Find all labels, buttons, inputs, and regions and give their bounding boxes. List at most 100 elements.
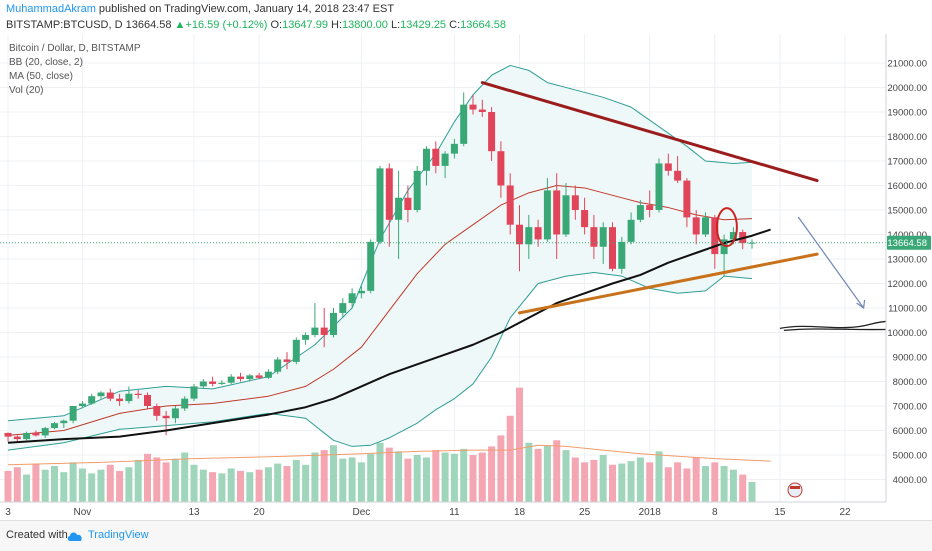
tradingview-brand-link[interactable]: TradingView: [88, 529, 149, 541]
volume-bar: [413, 455, 421, 502]
candle-body: [330, 312, 337, 335]
candle-body: [720, 239, 728, 255]
candle-body: [51, 423, 58, 429]
legend-title: Bitcoin / Dollar, D, BITSTAMP: [9, 43, 141, 54]
legend-bb[interactable]: BB (20, close, 2): [9, 57, 83, 68]
price-axis-label: 7000.00: [893, 402, 927, 413]
time-axis-label: 11: [449, 507, 460, 518]
event-flag-circle: [787, 482, 803, 498]
candle-body: [23, 432, 31, 440]
price-axis-label: 19000.00: [887, 108, 927, 119]
candle-body: [125, 393, 133, 402]
candle-body: [209, 381, 217, 384]
candle-body: [683, 180, 691, 218]
candle-body: [41, 428, 49, 436]
price-tag-label: 13664.58: [887, 238, 927, 249]
volume-bar: [581, 462, 589, 502]
candle-body: [646, 205, 654, 210]
price-axis-label: 6000.00: [893, 426, 927, 437]
candle-body: [385, 168, 393, 220]
time-axis-label: Nov: [74, 507, 92, 518]
volume-bar: [571, 457, 579, 502]
candle-body: [153, 406, 161, 416]
candle-body: [320, 327, 328, 335]
ma50-line: [7, 228, 771, 444]
candle-body: [460, 104, 468, 144]
candle-body: [116, 398, 124, 402]
high-label: H:: [331, 19, 343, 31]
forecast-arrowhead: [856, 299, 866, 310]
price-axis-label: 13000.00: [887, 255, 927, 266]
price-axis-label: 14000.00: [887, 230, 927, 241]
candle-body: [655, 163, 663, 210]
candle-body: [264, 371, 272, 378]
price-change: +16.59 (+0.12%): [185, 19, 268, 31]
volume-bar: [348, 457, 356, 502]
candle-body: [274, 359, 282, 372]
volume-bar: [60, 472, 68, 502]
volume-bar: [255, 469, 263, 502]
footer: Created with TradingView: [0, 520, 932, 551]
volume-bar: [69, 462, 77, 502]
price-chart[interactable]: 4000.00 5000.00 6000.00 7000.00 8000.00 9000.…: [0, 34, 932, 520]
chart-area[interactable]: 4000.00 5000.00 6000.00 7000.00 8000.00 9000.…: [0, 34, 932, 520]
legend-vol[interactable]: Vol (20): [9, 85, 44, 96]
candle-body: [292, 339, 300, 362]
volume-bar: [497, 435, 505, 502]
candle-body: [553, 190, 561, 235]
volume-bar: [41, 469, 49, 502]
open-label: O:: [270, 19, 283, 31]
candle-body: [357, 290, 365, 294]
volume-bar: [423, 457, 430, 502]
price-axis-label: 17000.00: [887, 157, 927, 168]
candle-body: [69, 406, 77, 421]
volume-bar: [646, 462, 654, 502]
candle-body: [78, 403, 86, 406]
header-bar: MuhammadAkram published on TradingView.c…: [0, 0, 932, 34]
volume-bar: [13, 467, 21, 502]
candle-body: [674, 170, 682, 181]
candle-body: [237, 376, 244, 380]
tradingview-cloud-icon[interactable]: [66, 529, 84, 543]
price-axis-label: 16000.00: [887, 181, 927, 192]
candle-body: [627, 219, 635, 242]
time-axis-label: 8: [712, 507, 718, 518]
candle-body: [525, 227, 533, 245]
candle-body: [13, 436, 21, 440]
volume-bar: [283, 466, 291, 502]
author-link[interactable]: MuhammadAkram: [6, 3, 96, 15]
bb-lower-line: [7, 271, 753, 451]
volume-bar: [404, 458, 412, 502]
legend-ma[interactable]: MA (50, close): [9, 71, 73, 82]
volume-bar: [32, 463, 40, 502]
candle-body: [562, 195, 570, 235]
volume-bar: [367, 453, 375, 502]
volume-bar: [292, 459, 300, 502]
volume-bar: [627, 461, 635, 502]
candle-body: [348, 293, 356, 304]
volume-ma-line: [7, 444, 771, 466]
candle-body: [4, 432, 12, 437]
volume-bar: [88, 473, 96, 502]
candle-body: [441, 153, 449, 166]
price-axis-label: 8000.00: [893, 377, 927, 388]
symbol-info: BITSTAMP:BTCUSD, D 13664.58 ▲+16.59 (+0.…: [6, 19, 506, 31]
volume-bar: [683, 468, 691, 502]
volume-bar: [655, 451, 663, 502]
candle-body: [367, 241, 375, 291]
candle-body: [190, 386, 198, 399]
volume-bar: [543, 445, 551, 502]
volume-bar: [227, 468, 235, 502]
candle-body: [534, 227, 542, 240]
candle-body: [60, 420, 68, 424]
price-tag-bg: [887, 235, 931, 250]
price-axis-label: 5000.00: [893, 451, 927, 462]
symbol-name: BITSTAMP:BTCUSD, D: [6, 19, 123, 31]
candle-body: [469, 104, 477, 110]
candle-body: [432, 148, 440, 166]
candle-body: [664, 163, 672, 171]
volume-bar: [450, 453, 458, 502]
volume-bar: [720, 466, 728, 502]
volume-bar: [218, 473, 226, 502]
candle-body: [711, 217, 719, 255]
